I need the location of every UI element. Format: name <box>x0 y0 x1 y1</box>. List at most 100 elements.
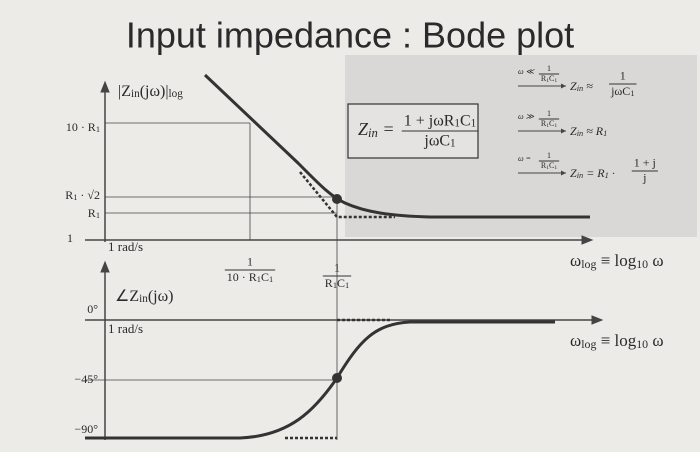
text-part: Z <box>570 124 577 138</box>
text-part: C <box>549 74 554 83</box>
text-part: R <box>88 206 96 220</box>
text-part: · √2 <box>77 188 100 202</box>
subscript: 1 <box>546 165 549 171</box>
text-part: · <box>609 166 615 180</box>
origin-label: 1 rad/s <box>108 239 143 254</box>
subscript: 10 <box>636 337 648 351</box>
subscript: 1 <box>603 129 607 138</box>
origin-label: 1 rad/s <box>108 321 143 336</box>
case-result-numerator: 1 <box>620 69 626 83</box>
subscript: 1 <box>257 275 261 284</box>
text-part: = <box>378 119 395 139</box>
case-result-numerator: 1 + j <box>634 156 656 170</box>
formula-denominator: jωC1 <box>423 132 455 150</box>
text-part: jωC <box>423 132 450 149</box>
text-part: (jω) <box>148 288 174 305</box>
y-tick-label: 1 <box>67 231 73 245</box>
case-result-denominator: jωC1 <box>610 84 634 98</box>
subscript: log <box>169 88 184 100</box>
y-tick-label: R1 <box>88 206 100 220</box>
corner-point <box>332 194 342 204</box>
case-condition-numerator: 1 <box>547 64 551 73</box>
text-part: Z <box>570 166 577 180</box>
y-tick-label: −90° <box>74 422 98 436</box>
asymptote <box>299 171 395 219</box>
case-result: Zin ≈ R1 <box>570 124 607 138</box>
text-part: 10 · R <box>227 270 257 284</box>
magnitude-curve <box>203 73 590 219</box>
formula-numerator: 1 + jωR1C1 <box>404 112 477 130</box>
case-condition-numerator: 1 <box>547 109 551 118</box>
y-tick-label: R1 · √2 <box>65 188 100 202</box>
arrow-head <box>561 170 566 176</box>
text-part: ω <box>570 331 581 350</box>
text-part: ≡ log <box>596 331 636 350</box>
subscript: 1 <box>605 171 609 180</box>
subscript: 1 <box>554 78 557 84</box>
subscript: 1 <box>96 125 100 134</box>
case-result: Zin = R1 · <box>570 166 615 180</box>
text-part: ω <box>648 331 663 350</box>
case-condition: ω ≫ <box>518 112 535 121</box>
case-condition: ω ≪ <box>518 67 536 76</box>
text-part: ≈ R <box>583 124 604 138</box>
y-axis-label: ∠Zin(jω) <box>115 288 173 306</box>
subscript: 1 <box>73 193 77 202</box>
subscript: 1 <box>554 123 557 129</box>
x-tick-denominator: R1C1 <box>325 276 349 290</box>
y-tick-label: 0° <box>87 302 98 316</box>
text-part: ≈ <box>583 79 593 93</box>
subscript: 1 <box>345 281 349 290</box>
text-part: 10 · R <box>66 120 96 134</box>
case-condition-denominator: R1C1 <box>541 119 557 129</box>
case-condition: ω = <box>518 154 531 163</box>
x-tick-numerator: 1 <box>247 255 253 269</box>
subscript: in <box>139 293 148 305</box>
case-condition-denominator: R1C1 <box>541 161 557 171</box>
case-condition-denominator: R1C1 <box>541 74 557 84</box>
y-axis-label: |Zin(jω)|log <box>118 83 183 101</box>
subscript: in <box>577 84 584 93</box>
arrow <box>100 260 110 273</box>
text-part: R <box>541 161 547 170</box>
subscript: log <box>581 257 596 271</box>
text-part: ≡ log <box>596 251 636 270</box>
subscript: 1 <box>546 123 549 129</box>
arrow-head <box>561 128 566 134</box>
x-axis-label: ωlog ≡ log10 ω <box>570 251 664 271</box>
arrow <box>581 235 594 245</box>
subscript: 1 <box>96 211 100 220</box>
y-tick-label: 10 · R1 <box>66 120 100 134</box>
text-part: Z <box>570 79 577 93</box>
x-tick-numerator: 1 <box>334 261 340 275</box>
formula-lhs: Zin = <box>358 119 394 140</box>
text-part: (jω)| <box>140 83 169 100</box>
subscript: 1 <box>454 118 460 130</box>
subscript: 1 <box>333 281 337 290</box>
magnitude-axes <box>85 80 594 440</box>
subscript: 1 <box>471 118 477 130</box>
slide-title: Input impedance : Bode plot <box>126 15 574 56</box>
text-part: C <box>261 270 269 284</box>
text-part: C <box>337 276 345 290</box>
subscript: 1 <box>450 138 456 150</box>
text-part: C <box>549 161 554 170</box>
text-part: C <box>460 112 471 129</box>
case-result-denominator: j <box>642 171 646 185</box>
subscript: log <box>581 337 596 351</box>
subscript: in <box>131 88 140 100</box>
y-tick-label: −45° <box>74 372 98 386</box>
subscript: 1 <box>269 275 273 284</box>
subscript: 10 <box>636 257 648 271</box>
subscript: 1 <box>546 78 549 84</box>
text-part: R <box>65 188 73 202</box>
text-part: Z <box>358 119 369 139</box>
corner-point <box>332 373 342 383</box>
text-part: = R <box>583 166 605 180</box>
arrow-head <box>561 83 566 89</box>
subscript: in <box>577 171 584 180</box>
case-condition-numerator: 1 <box>547 151 551 160</box>
arrow <box>100 80 110 93</box>
text-part: R <box>541 74 547 83</box>
